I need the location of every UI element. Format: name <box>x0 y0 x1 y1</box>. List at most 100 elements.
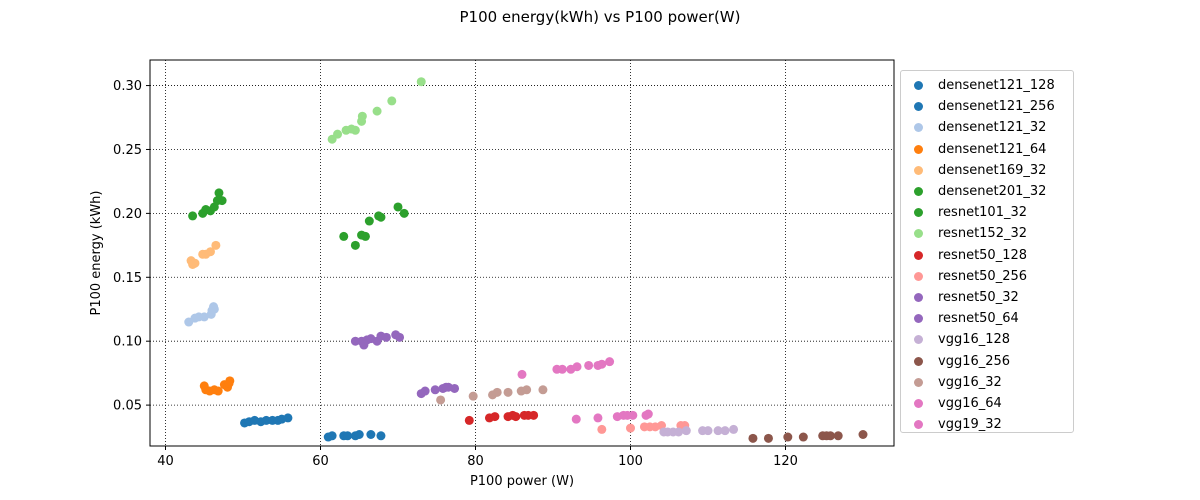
x-tick-label: 40 <box>157 454 174 469</box>
legend-marker-icon <box>914 271 923 281</box>
data-point <box>393 202 403 212</box>
data-point <box>833 431 843 441</box>
data-point <box>597 359 607 369</box>
data-point <box>643 409 653 419</box>
legend-item: resnet152_32 <box>901 223 1073 244</box>
data-point <box>593 413 603 423</box>
legend-item: resnet50_128 <box>901 245 1073 266</box>
legend-item: resnet50_256 <box>901 266 1073 287</box>
data-point <box>420 386 430 396</box>
data-point <box>571 414 581 424</box>
y-axis-ticks: 0.05 0.10 0.15 0.20 0.25 0.30 <box>113 79 150 414</box>
data-point <box>703 426 713 436</box>
legend-label: vgg16_128 <box>938 332 1011 348</box>
legend-marker-icon <box>914 81 923 91</box>
legend-marker-icon <box>914 123 923 133</box>
data-point <box>376 212 386 222</box>
legend-marker-icon <box>914 250 923 260</box>
series-resnet50_32 <box>350 330 405 350</box>
legend-label: densenet121_128 <box>938 78 1055 94</box>
x-axis-label: P100 power (W) <box>470 474 574 489</box>
data-points <box>184 77 868 443</box>
series-vgg16_128 <box>659 424 739 437</box>
y-tick-label: 0.25 <box>113 143 142 158</box>
data-point <box>387 96 397 106</box>
data-point <box>628 410 638 420</box>
legend-item: vgg16_32 <box>901 372 1073 393</box>
legend-item: resnet50_32 <box>901 287 1073 308</box>
data-point <box>681 426 691 436</box>
data-point <box>430 385 440 395</box>
legend-label: resnet50_256 <box>938 268 1028 284</box>
legend-item: densenet121_64 <box>901 139 1073 160</box>
data-point <box>350 125 360 135</box>
series-densenet169_32 <box>186 240 221 270</box>
data-point <box>783 432 793 442</box>
legend: densenet121_128 densenet121_256 densenet12… <box>900 70 1074 433</box>
legend-marker-icon <box>914 420 923 430</box>
legend-item: densenet121_128 <box>901 75 1073 96</box>
data-point <box>364 216 374 226</box>
legend-item: densenet121_256 <box>901 96 1073 117</box>
series-resnet101_32 <box>188 202 409 250</box>
y-axis-label: P100 energy (kWh) <box>89 191 104 316</box>
legend-label: resnet50_64 <box>938 311 1019 327</box>
legend-item: densenet201_32 <box>901 181 1073 202</box>
data-point <box>188 211 198 221</box>
data-point <box>343 431 353 441</box>
data-point <box>720 426 730 436</box>
data-point <box>372 106 382 116</box>
data-point <box>503 387 513 397</box>
legend-label: resnet152_32 <box>938 226 1028 242</box>
data-point <box>211 240 221 250</box>
legend-label: resnet50_128 <box>938 247 1028 263</box>
legend-label: densenet121_64 <box>938 141 1047 157</box>
series-densenet121_256 <box>240 413 293 428</box>
legend-item: densenet121_32 <box>901 117 1073 138</box>
data-point <box>199 312 209 322</box>
y-tick-label: 0.20 <box>113 207 142 222</box>
chart-title: P100 energy(kWh) vs P100 power(W) <box>459 8 741 26</box>
plot-frame <box>149 59 895 447</box>
data-point <box>557 364 567 374</box>
legend-item: resnet101_32 <box>901 202 1073 223</box>
legend-label: densenet201_32 <box>938 184 1047 200</box>
data-point <box>333 129 343 139</box>
series-densenet121_32 <box>184 302 219 327</box>
data-point <box>217 196 227 206</box>
legend-label: resnet101_32 <box>938 205 1028 221</box>
data-point <box>225 376 235 386</box>
y-tick-label: 0.10 <box>113 335 142 350</box>
data-point <box>261 415 271 425</box>
data-point <box>357 111 367 121</box>
data-point <box>283 413 293 423</box>
data-point <box>763 433 773 443</box>
legend-item: vgg16_64 <box>901 393 1073 414</box>
data-point <box>354 429 364 439</box>
data-point <box>490 412 500 422</box>
data-point <box>339 231 349 241</box>
data-point <box>416 77 426 87</box>
data-point <box>572 362 582 372</box>
legend-item: vgg16_256 <box>901 350 1073 371</box>
data-point <box>626 423 635 433</box>
legend-item: densenet169_32 <box>901 160 1073 181</box>
series-densenet121_64 <box>199 376 235 396</box>
series-vgg16_256 <box>748 429 868 443</box>
legend-item: vgg16_128 <box>901 329 1073 350</box>
series-vgg16_64 <box>571 409 653 424</box>
data-point <box>584 360 594 370</box>
data-point <box>529 410 539 420</box>
series-vgg19_32 <box>517 357 615 379</box>
grid-lines <box>150 60 894 446</box>
series-densenet201_32 <box>198 188 227 218</box>
legend-label: vgg19_32 <box>938 417 1002 433</box>
data-point <box>366 429 376 439</box>
data-point <box>492 387 502 397</box>
data-point <box>729 424 739 434</box>
series-resnet152_32 <box>327 77 426 144</box>
data-point <box>205 247 215 257</box>
data-point <box>522 385 532 395</box>
legend-label: vgg16_64 <box>938 395 1002 411</box>
